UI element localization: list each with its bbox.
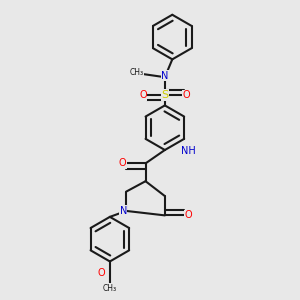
Text: O: O — [97, 268, 105, 278]
Text: O: O — [140, 90, 147, 100]
Text: O: O — [185, 210, 193, 220]
Text: CH₃: CH₃ — [103, 284, 117, 293]
Text: N: N — [161, 71, 169, 81]
Text: NH: NH — [181, 146, 195, 157]
Text: CH₃: CH₃ — [130, 68, 144, 77]
Text: S: S — [161, 90, 168, 100]
Text: N: N — [120, 206, 127, 216]
Text: O: O — [183, 90, 190, 100]
Text: O: O — [119, 158, 127, 168]
